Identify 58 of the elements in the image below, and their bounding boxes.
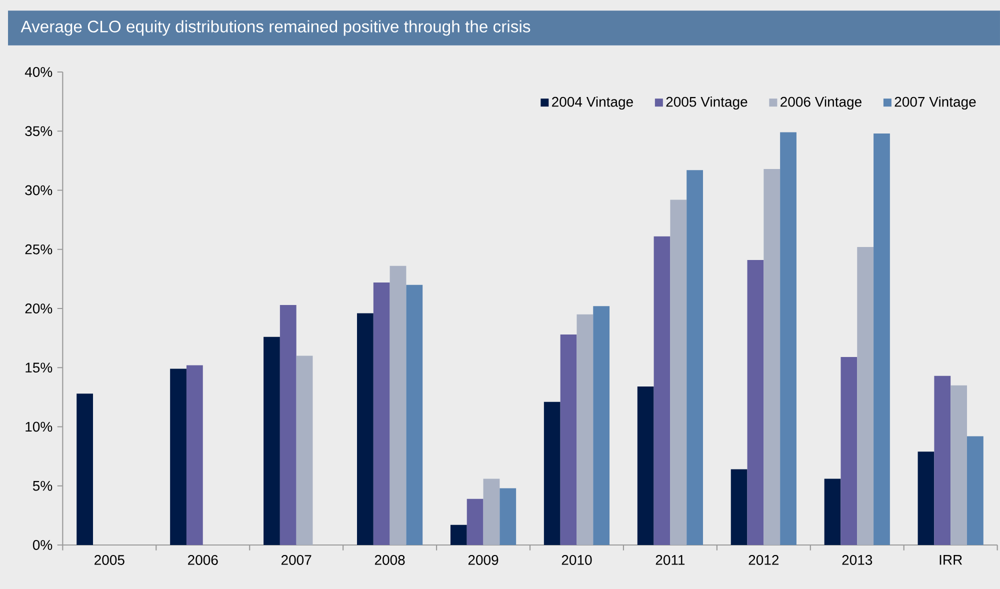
legend-label: 2004 Vintage — [552, 96, 633, 110]
bar — [686, 170, 704, 545]
y-tick-label: 30% — [25, 185, 52, 196]
bar — [483, 478, 500, 545]
bar — [824, 478, 841, 545]
y-tick-label: 5% — [32, 480, 52, 491]
bar — [186, 365, 203, 545]
bar — [780, 132, 796, 545]
x-tick-label: 2012 — [748, 555, 779, 565]
x-tick-label: 2007 — [281, 555, 312, 565]
bar — [857, 247, 874, 545]
bar — [637, 386, 654, 545]
bar — [950, 385, 967, 545]
bar — [357, 313, 374, 545]
bar — [264, 336, 280, 545]
bar — [560, 334, 577, 545]
legend-label: 2007 Vintage — [894, 96, 976, 110]
bar — [500, 488, 516, 545]
bar — [296, 356, 313, 545]
bar — [730, 469, 748, 545]
bar — [576, 314, 594, 545]
bar — [466, 498, 484, 545]
bar — [170, 368, 186, 545]
bar — [747, 260, 764, 545]
bar — [840, 356, 858, 545]
bar — [967, 436, 984, 545]
y-tick-label: 35% — [25, 126, 52, 136]
bar — [390, 266, 406, 545]
x-tick-label: 2005 — [94, 555, 124, 565]
y-tick-label: 25% — [25, 244, 52, 254]
legend-label: 2006 Vintage — [780, 96, 862, 110]
x-tick-label: 2006 — [188, 555, 218, 565]
bar — [874, 133, 890, 545]
legend-label: 2005 Vintage — [666, 96, 748, 110]
x-tick-label: 2011 — [656, 555, 685, 565]
bar — [280, 304, 296, 545]
bar — [934, 376, 951, 545]
x-tick-label: 2013 — [842, 555, 872, 565]
bar — [670, 200, 687, 545]
bar — [373, 282, 390, 545]
y-tick-label: 0% — [32, 540, 52, 550]
bar — [918, 452, 934, 545]
bar — [654, 236, 670, 545]
bar — [450, 524, 467, 545]
y-tick-label: 20% — [25, 304, 52, 314]
chart-title: Average CLO equity distributions remained positive through the crisis — [20, 20, 530, 36]
y-tick-label: 15% — [26, 362, 52, 373]
x-tick-label: 2009 — [468, 555, 498, 565]
x-tick-label: 2008 — [374, 555, 405, 565]
bar — [406, 284, 423, 545]
bar — [76, 394, 94, 545]
bar — [593, 306, 610, 545]
x-tick-label: IRR — [940, 555, 962, 565]
y-tick-label: 10% — [26, 422, 52, 432]
bar — [544, 402, 560, 545]
x-tick-label: 2010 — [562, 555, 592, 565]
bar — [764, 168, 780, 545]
y-tick-label: 40% — [24, 67, 52, 77]
